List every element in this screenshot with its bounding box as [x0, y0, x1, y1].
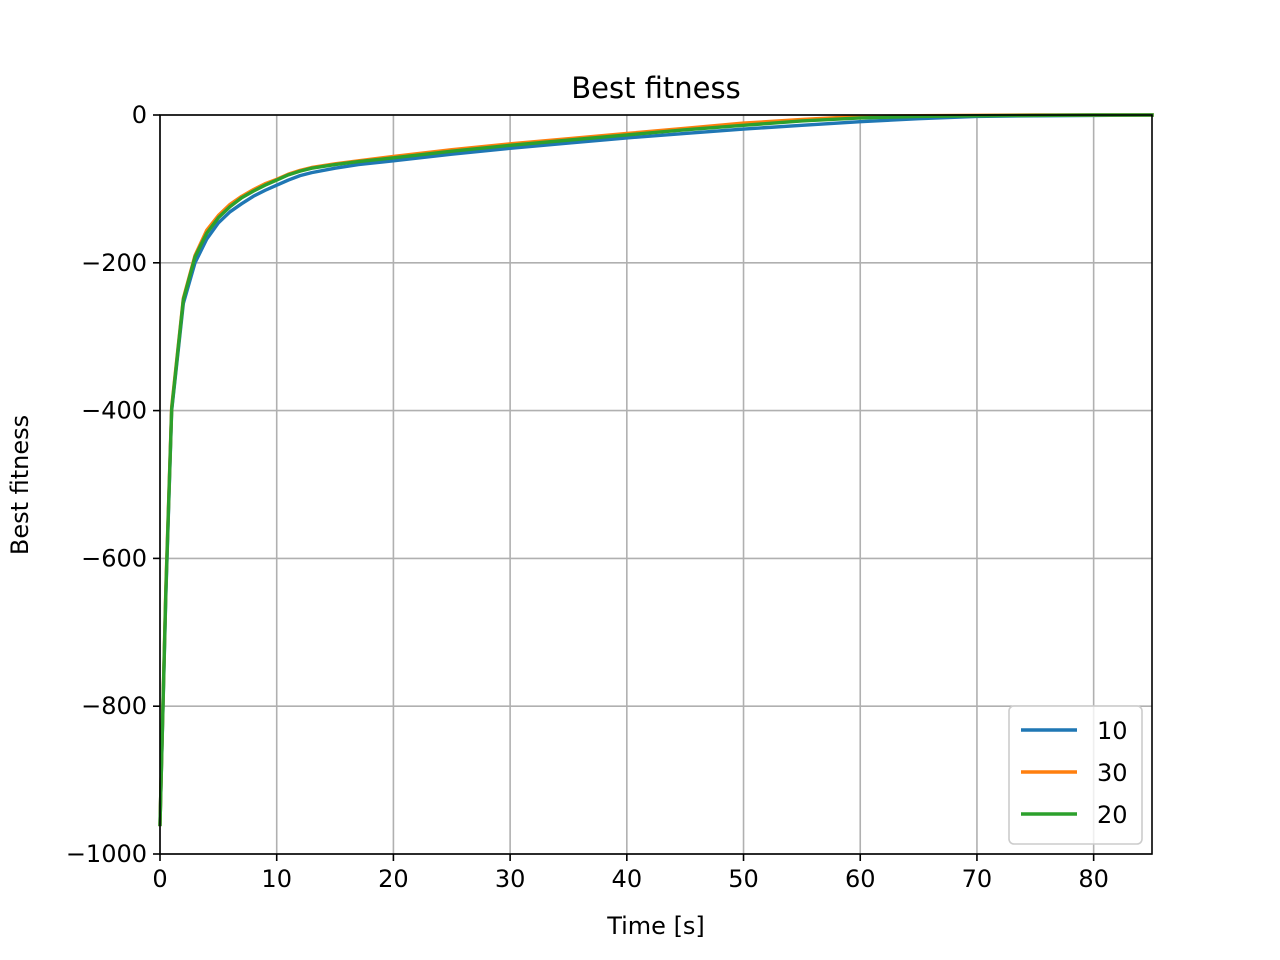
- x-tick-label: 80: [1078, 865, 1109, 893]
- x-axis-ticks: 0 10 20 30 40 50 60 70 80: [152, 854, 1109, 893]
- series-lines: [158, 113, 1154, 827]
- x-axis-label: Time [s]: [606, 912, 705, 940]
- y-tick-label: 0: [132, 101, 147, 129]
- legend: 10 30 20: [1008, 705, 1143, 845]
- y-tick-label: −200: [81, 249, 147, 277]
- legend-box: [1008, 705, 1143, 845]
- legend-label-30: 30: [1097, 759, 1128, 787]
- series-line-10: [158, 113, 1154, 827]
- chart-title: Best fitness: [571, 71, 741, 105]
- plot-frame: [159, 114, 1153, 855]
- legend-label-20: 20: [1097, 801, 1128, 829]
- x-tick-label: 60: [845, 865, 876, 893]
- y-axis-ticks: 0 −200 −400 −600 −800 −1000: [66, 101, 160, 868]
- legend-label-10: 10: [1097, 717, 1128, 745]
- x-tick-label: 30: [495, 865, 526, 893]
- y-axis-label: Best fitness: [6, 415, 34, 555]
- x-tick-label: 40: [612, 865, 643, 893]
- x-tick-label: 20: [378, 865, 409, 893]
- y-tick-label: −1000: [66, 840, 147, 868]
- y-tick-label: −400: [81, 397, 147, 425]
- y-tick-label: −800: [81, 692, 147, 720]
- x-tick-label: 0: [152, 865, 167, 893]
- x-tick-label: 70: [962, 865, 993, 893]
- y-tick-label: −600: [81, 544, 147, 572]
- x-tick-label: 50: [728, 865, 759, 893]
- x-tick-label: 10: [261, 865, 292, 893]
- series-line-20: [158, 113, 1154, 827]
